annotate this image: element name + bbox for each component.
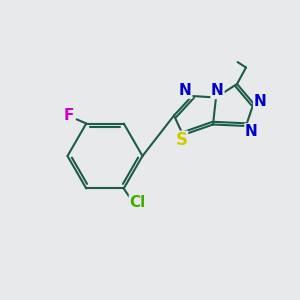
Text: N: N [211, 83, 224, 98]
Text: N: N [254, 94, 266, 109]
Text: N: N [245, 124, 258, 139]
Text: N: N [179, 83, 192, 98]
Text: F: F [64, 108, 74, 123]
Text: S: S [176, 131, 188, 149]
Text: Cl: Cl [129, 195, 146, 210]
